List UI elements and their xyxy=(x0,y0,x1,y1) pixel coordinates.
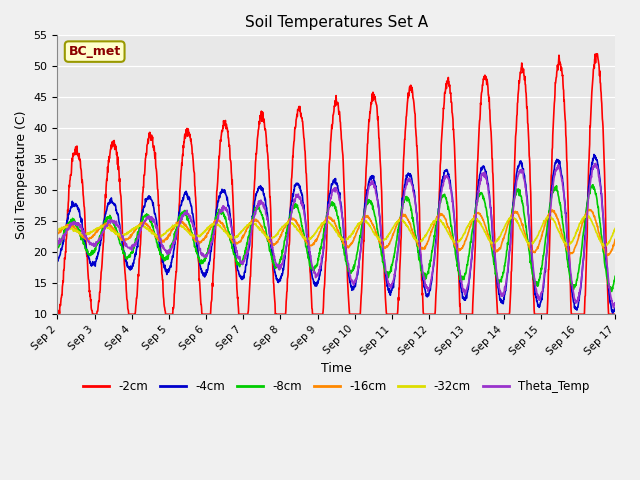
Legend: -2cm, -4cm, -8cm, -16cm, -32cm, Theta_Temp: -2cm, -4cm, -8cm, -16cm, -32cm, Theta_Te… xyxy=(78,375,594,397)
Title: Soil Temperatures Set A: Soil Temperatures Set A xyxy=(244,15,428,30)
X-axis label: Time: Time xyxy=(321,362,351,375)
Y-axis label: Soil Temperature (C): Soil Temperature (C) xyxy=(15,110,28,239)
Text: BC_met: BC_met xyxy=(68,45,121,58)
